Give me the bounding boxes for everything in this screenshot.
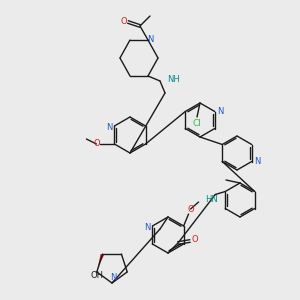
- Text: O: O: [121, 16, 127, 26]
- Text: Cl: Cl: [193, 118, 201, 127]
- Text: OH: OH: [90, 271, 103, 280]
- Text: NH: NH: [167, 74, 180, 83]
- Text: N: N: [218, 107, 224, 116]
- Text: N: N: [147, 34, 153, 43]
- Text: O: O: [187, 205, 194, 214]
- Text: O: O: [192, 236, 198, 244]
- Text: N: N: [106, 124, 112, 133]
- Polygon shape: [98, 254, 105, 268]
- Text: N: N: [144, 224, 151, 232]
- Text: N: N: [110, 274, 116, 283]
- Text: N: N: [254, 157, 261, 166]
- Text: O: O: [93, 140, 100, 148]
- Text: HN: HN: [205, 195, 218, 204]
